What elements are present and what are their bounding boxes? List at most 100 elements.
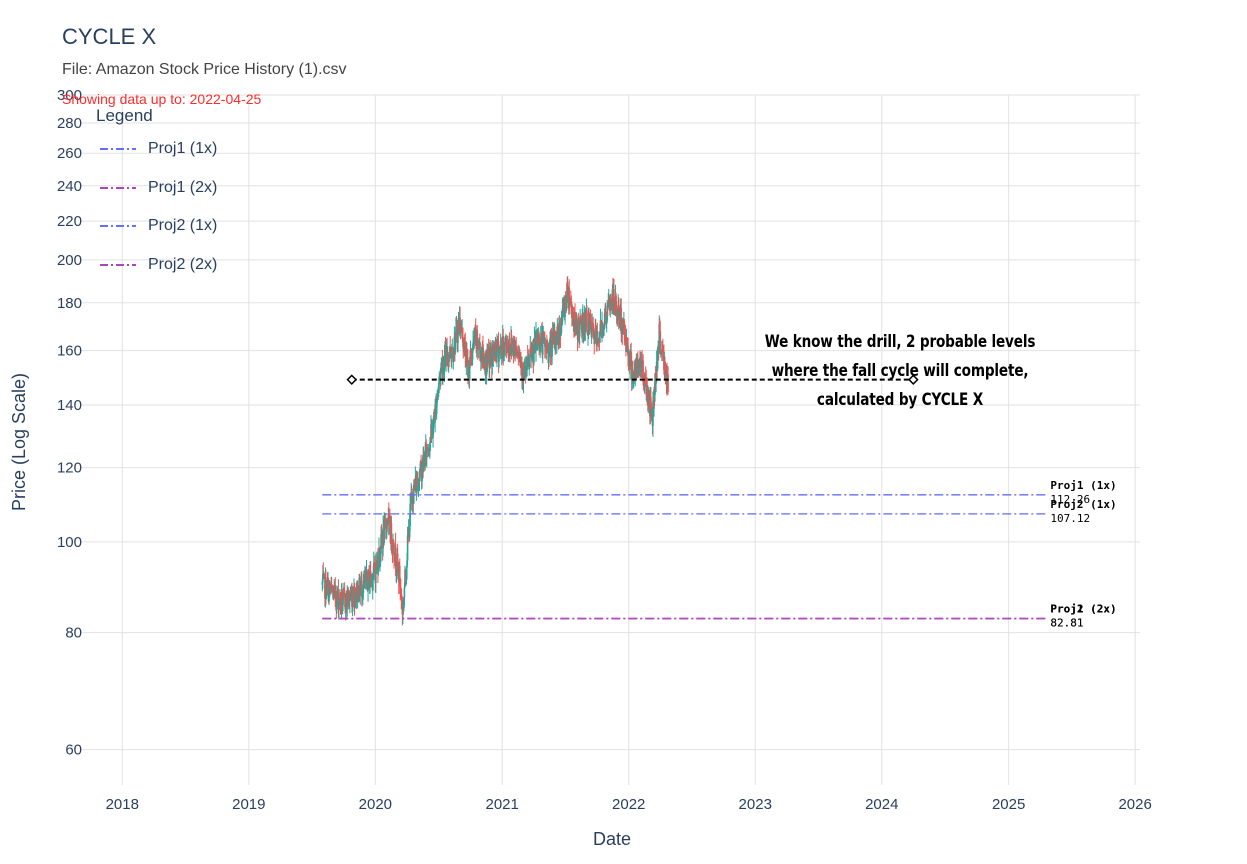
- candle-body: [476, 344, 479, 350]
- candle-body: [499, 347, 501, 349]
- candle-body: [662, 353, 665, 355]
- candle-body: [661, 349, 663, 354]
- candle-body: [357, 586, 359, 602]
- candle-body: [506, 351, 509, 353]
- candle-body: [411, 492, 414, 500]
- candle-body: [646, 385, 649, 395]
- drawn-dashed-line[interactable]: [346, 374, 919, 385]
- candle-body: [336, 590, 338, 610]
- candle-body: [357, 599, 360, 602]
- candle-body: [401, 598, 403, 606]
- legend: Legend Proj1 (1x) Proj1 (2x) Proj2 (1x) …: [96, 106, 217, 284]
- legend-item-proj2-2x[interactable]: Proj2 (2x): [96, 246, 217, 285]
- candle-body: [533, 351, 535, 364]
- legend-swatch: [100, 186, 136, 189]
- legend-item-proj1-2x[interactable]: Proj1 (2x): [96, 169, 217, 208]
- candle-body: [331, 587, 333, 592]
- x-tick-label: 2022: [612, 796, 645, 813]
- legend-item-proj2-1x[interactable]: Proj2 (1x): [96, 207, 217, 246]
- candle-body: [455, 327, 457, 339]
- candle-body: [599, 334, 601, 343]
- candle-body: [395, 570, 398, 572]
- candle-body: [393, 553, 395, 562]
- candle-body: [578, 319, 581, 337]
- candle-body: [608, 298, 611, 306]
- candle-body: [655, 378, 657, 384]
- candle-body: [457, 326, 459, 343]
- candle-body: [329, 589, 332, 591]
- candle-body: [619, 310, 622, 324]
- candle-body: [338, 600, 340, 610]
- candle-body: [386, 519, 389, 522]
- candle-body: [489, 354, 492, 361]
- candle-body: [597, 338, 600, 343]
- candle-body: [650, 396, 652, 410]
- candle-body: [347, 591, 350, 606]
- candle-body: [406, 560, 408, 568]
- candle-body: [430, 424, 433, 433]
- candle-body: [640, 361, 642, 372]
- projection-value-label: 112.26: [1050, 493, 1090, 506]
- candle-body: [535, 332, 538, 346]
- candle-body: [413, 484, 416, 486]
- candle-body: [447, 354, 450, 363]
- candle-body: [513, 340, 516, 344]
- candle-body: [395, 566, 397, 572]
- x-tick-label: 2019: [232, 796, 265, 813]
- candle-body: [342, 592, 345, 594]
- candle-body: [589, 316, 591, 327]
- candle-body: [435, 402, 438, 414]
- candle-body: [623, 321, 626, 334]
- candle-body: [572, 311, 574, 321]
- candle-body: [378, 548, 381, 560]
- candle-body: [409, 503, 411, 526]
- candle-body: [564, 299, 566, 317]
- candle-body: [511, 346, 513, 350]
- candle-body: [388, 513, 390, 516]
- candle-body: [334, 584, 337, 599]
- candle-body: [359, 588, 362, 597]
- candle-body: [609, 298, 612, 311]
- candle-body: [361, 597, 364, 599]
- x-tick-label: 2024: [865, 796, 898, 813]
- legend-item-proj1-1x[interactable]: Proj1 (1x): [96, 130, 217, 169]
- candle-body: [449, 346, 452, 356]
- candle-body: [587, 313, 590, 333]
- candle-body: [565, 295, 568, 309]
- candle-body: [529, 348, 532, 351]
- candle-body: [529, 348, 532, 358]
- candle-body: [371, 579, 374, 588]
- candle-body: [403, 587, 406, 598]
- candle-body: [366, 571, 368, 581]
- candle-body: [349, 598, 351, 602]
- candle-body: [494, 348, 496, 356]
- candle-body: [561, 308, 564, 323]
- candle-body: [419, 461, 422, 470]
- candle-body: [376, 559, 378, 569]
- candle-body: [541, 334, 544, 355]
- candlestick-series: [321, 276, 669, 626]
- candle-body: [593, 331, 596, 345]
- candle-body: [492, 347, 495, 360]
- candle-body: [428, 449, 430, 452]
- candle-body: [341, 591, 343, 608]
- candle-body: [355, 596, 357, 601]
- candle-body: [337, 589, 340, 610]
- candle-body: [364, 577, 366, 582]
- candle-body: [613, 302, 616, 309]
- y-tick-label: 100: [57, 534, 82, 551]
- candle-body: [659, 331, 662, 354]
- candle-body: [658, 323, 661, 350]
- candle-body: [586, 331, 589, 335]
- candle-body: [432, 416, 435, 429]
- candle-body: [582, 312, 585, 337]
- candle-body: [385, 519, 388, 533]
- candle-body: [656, 348, 659, 369]
- candle-body: [471, 359, 473, 361]
- candle-body: [440, 362, 443, 368]
- y-axis-label: Price (Log Scale): [9, 373, 29, 511]
- candle-body: [591, 323, 593, 328]
- candle-body: [339, 593, 342, 603]
- candle-body: [406, 535, 409, 561]
- candle-body: [413, 484, 415, 504]
